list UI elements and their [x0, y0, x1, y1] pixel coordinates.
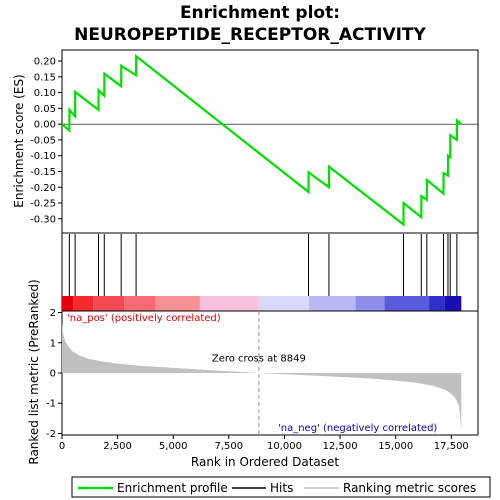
- x-axis-ticks: 0 2,500 5,000 7,500 10,000 12,500 15,000 17,500: [59, 435, 469, 452]
- x-tick-label: 2,500: [103, 441, 132, 452]
- es-ytick-label: -0.25: [30, 199, 56, 210]
- x-tick-label: 7,500: [215, 441, 244, 452]
- es-ytick-label: 0.20: [34, 57, 56, 68]
- es-ytick-label: -0.20: [30, 183, 56, 194]
- legend-label-hits: Hits: [270, 481, 293, 495]
- legend-label-ranking: Ranking metric scores: [343, 481, 476, 495]
- zero-cross-label: Zero cross at 8849: [212, 354, 306, 365]
- x-tick-label: 10,000: [267, 441, 302, 452]
- rank-color-band: [384, 296, 430, 311]
- rank-color-band: [444, 296, 462, 311]
- x-tick-label: 17,500: [434, 441, 469, 452]
- rank-color-band: [429, 296, 445, 311]
- es-ylabel: Enrichment score (ES): [12, 74, 26, 207]
- metric-ytick-label: 0: [50, 369, 56, 380]
- metric-ytick-label: -2: [46, 429, 56, 440]
- es-panel-frame: [61, 49, 479, 234]
- es-ytick-label: 0.05: [34, 104, 56, 115]
- x-tick-label: 0: [59, 441, 65, 452]
- es-ytick-label: -0.10: [30, 151, 56, 162]
- hits-marks: [68, 234, 458, 296]
- ranking-metric-area: [62, 323, 462, 431]
- es-ytick-label: 0.10: [34, 88, 56, 99]
- metric-ytick-label: -1: [46, 399, 56, 410]
- x-tick-label: 12,500: [323, 441, 358, 452]
- chart-title-line1: Enrichment plot:: [180, 3, 340, 23]
- es-ytick-label: -0.15: [30, 167, 56, 178]
- rank-color-band: [355, 296, 385, 311]
- pos-correlated-label: 'na_pos' (positively correlated): [67, 313, 221, 324]
- rank-color-band: [124, 296, 156, 311]
- rank-color-band: [62, 296, 74, 311]
- es-ytick-label: -0.30: [30, 214, 56, 225]
- rank-color-bar: [62, 296, 462, 311]
- es-ytick-label: -0.05: [30, 135, 56, 146]
- rank-color-band: [93, 296, 125, 311]
- legend-box: [71, 476, 491, 498]
- es-ytick-label: 0.15: [34, 72, 56, 83]
- metric-ytick-label: 1: [50, 338, 56, 349]
- rank-color-band: [258, 296, 309, 311]
- rank-color-band: [155, 296, 200, 311]
- es-ytick-label: 0.00: [34, 120, 56, 131]
- chart-title-line2: NEUROPEPTIDE_RECEPTOR_ACTIVITY: [74, 25, 426, 45]
- enrichment-profile-line: [61, 54, 463, 227]
- rank-color-band: [199, 296, 259, 311]
- rank-color-band: [308, 296, 356, 311]
- metric-panel-ticks: 2 1 0 -1 -2: [46, 308, 62, 440]
- metric-ytick-label: 2: [50, 308, 56, 319]
- x-tick-label: 15,000: [378, 441, 413, 452]
- x-axis-label: Rank in Ordered Dataset: [191, 455, 339, 469]
- metric-ylabel: Ranked list metric (PreRanked): [27, 279, 41, 464]
- legend-label-enrichment: Enrichment profile: [117, 481, 228, 495]
- es-panel-ticks: 0.20 0.15 0.10 0.05 0.00 -0.05 -0.10 -0.15 -0.20…: [30, 57, 62, 225]
- rank-color-band: [73, 296, 94, 311]
- neg-correlated-label: 'na_neg' (negatively correlated): [278, 423, 437, 434]
- x-tick-label: 5,000: [159, 441, 188, 452]
